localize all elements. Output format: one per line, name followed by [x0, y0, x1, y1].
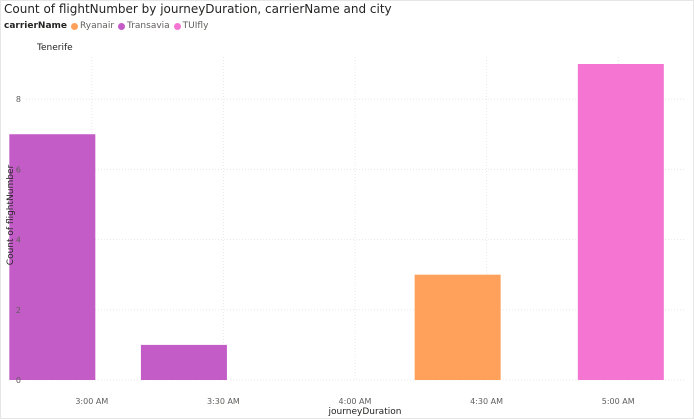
legend-label-transavia: Transavia	[127, 21, 170, 31]
legend-label-ryanair: Ryanair	[80, 21, 115, 31]
x-axis-title: journeyDuration	[328, 407, 402, 417]
bars	[9, 64, 664, 381]
legend-dot-transavia	[118, 22, 126, 30]
x-tick-label: 3:00 AM	[75, 397, 108, 406]
x-tick-label: 4:30 AM	[470, 397, 503, 406]
x-tick-label: 3:30 AM	[207, 397, 240, 406]
legend-item-tuifly[interactable]: TUIfly	[173, 21, 209, 31]
legend-dot-ryanair	[71, 22, 78, 30]
y-tick-label: 6	[16, 165, 21, 174]
legend: carrierName Ryanair Transavia TUIfly	[4, 21, 212, 31]
legend-dot-tuifly	[173, 22, 181, 30]
bar-tuifly-4[interactable]	[577, 64, 664, 381]
legend-item-transavia[interactable]: Transavia	[118, 21, 170, 31]
panel-label: Tenerife	[36, 43, 73, 53]
y-tick-labels: 0 2 4 6 8	[16, 95, 21, 385]
y-tick-label: 0	[16, 376, 21, 385]
bar-transavia-0[interactable]	[9, 134, 96, 380]
legend-label-tuifly: TUIfly	[182, 21, 209, 31]
legend-item-ryanair[interactable]: Ryanair	[71, 21, 114, 31]
y-tick-label: 2	[16, 306, 21, 315]
y-axis-title: Count of flightNumber	[6, 165, 16, 266]
bar-transavia-1[interactable]	[140, 344, 227, 380]
x-tick-label: 5:00 AM	[602, 397, 635, 406]
bar-ryanair-3[interactable]	[414, 274, 501, 380]
y-tick-label: 8	[16, 95, 21, 104]
y-tick-label: 4	[16, 236, 21, 245]
x-tick-label: 4:00 AM	[339, 397, 372, 406]
chart-title: Count of flightNumber by journeyDuration…	[4, 2, 392, 16]
x-tick-labels: 3:00 AM 3:30 AM 4:00 AM 4:30 AM 5:00 AM	[75, 397, 634, 406]
legend-title: carrierName	[4, 21, 67, 31]
